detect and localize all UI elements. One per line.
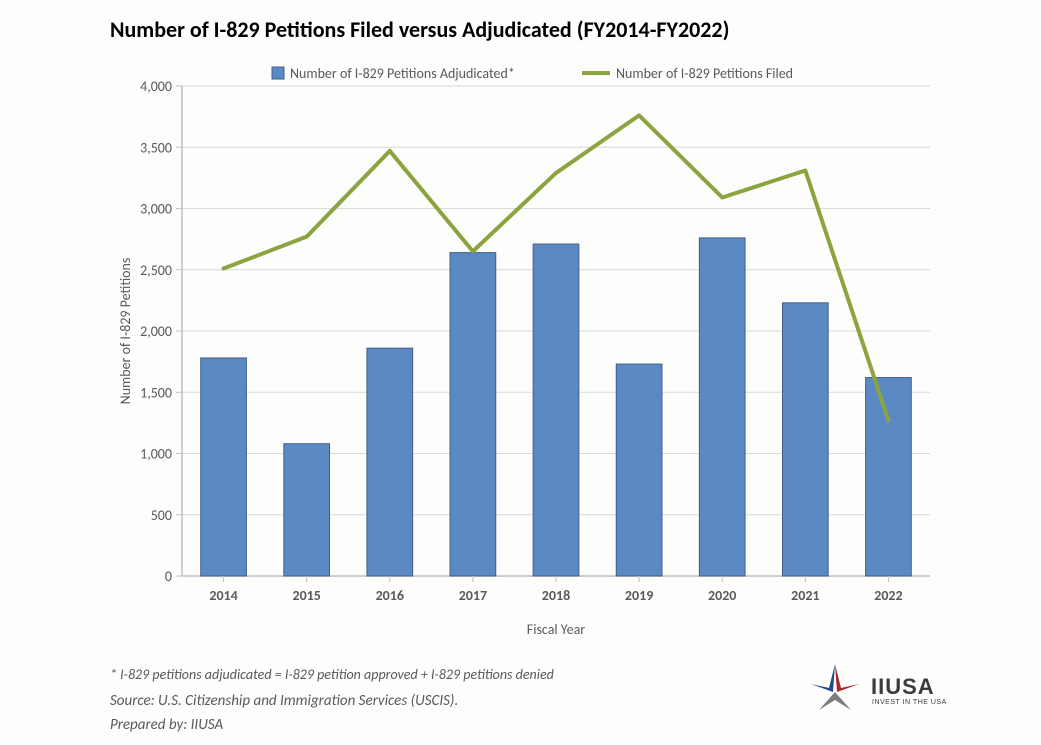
y-tick-label: 1,000 xyxy=(140,446,172,463)
page: Number of I-829 Petitions Filed versus A… xyxy=(0,0,1041,745)
bar xyxy=(616,364,662,576)
x-tick-label: 2019 xyxy=(625,587,653,604)
legend-bar-label: Number of I-829 Petitions Adjudicated* xyxy=(290,65,515,82)
legend-line-label: Number of I-829 Petitions Filed xyxy=(616,65,793,82)
chart: 0 500 1,000 1,500 2,000 2,500 3,000 3,500 4,000 2… xyxy=(110,56,950,646)
x-tick-label: 2016 xyxy=(376,587,404,604)
footnote-prepared: Prepared by: IIUSA xyxy=(110,716,223,734)
y-tick-label: 3,500 xyxy=(140,139,172,156)
y-tick-label: 0 xyxy=(165,568,172,585)
x-tick-label: 2018 xyxy=(542,587,570,604)
x-tick-label: 2017 xyxy=(459,587,487,604)
bar xyxy=(450,253,496,576)
y-tick-label: 500 xyxy=(151,507,172,524)
logo-star-red xyxy=(835,664,859,692)
y-tick-label: 2,000 xyxy=(140,323,172,340)
x-tick-label: 2021 xyxy=(791,587,819,604)
iiusa-logo: IIUSA INVEST IN THE USA xyxy=(801,662,961,718)
x-tick-label: 2015 xyxy=(292,587,320,604)
y-axis-label: Number of I-829 Petitions xyxy=(117,258,134,405)
chart-title: Number of I-829 Petitions Filed versus A… xyxy=(110,16,729,43)
logo-star-blue xyxy=(811,664,835,692)
bar xyxy=(201,358,247,576)
logo-text-main: IIUSA xyxy=(871,674,935,699)
y-tick-label: 1,500 xyxy=(140,384,172,401)
bar xyxy=(782,303,828,576)
logo-star-grey xyxy=(819,692,851,710)
y-tick-label: 4,000 xyxy=(140,78,172,95)
footnote-source: Source: U.S. Citizenship and Immigration… xyxy=(110,692,458,710)
logo-text-sub: INVEST IN THE USA xyxy=(872,699,947,706)
bar xyxy=(699,238,745,576)
bar xyxy=(367,348,413,576)
y-tick-label: 2,500 xyxy=(140,262,172,279)
legend-bar-icon xyxy=(272,67,284,79)
y-tick-label: 3,000 xyxy=(140,201,172,218)
footnote-definition: * I-829 petitions adjudicated = I-829 pe… xyxy=(110,666,554,683)
x-tick-label: 2020 xyxy=(708,587,736,604)
x-tick-label: 2014 xyxy=(209,587,237,604)
x-axis-label: Fiscal Year xyxy=(527,621,585,638)
bar xyxy=(866,378,912,576)
bar xyxy=(284,444,330,576)
bar xyxy=(533,244,579,576)
x-tick-label: 2022 xyxy=(874,587,902,604)
